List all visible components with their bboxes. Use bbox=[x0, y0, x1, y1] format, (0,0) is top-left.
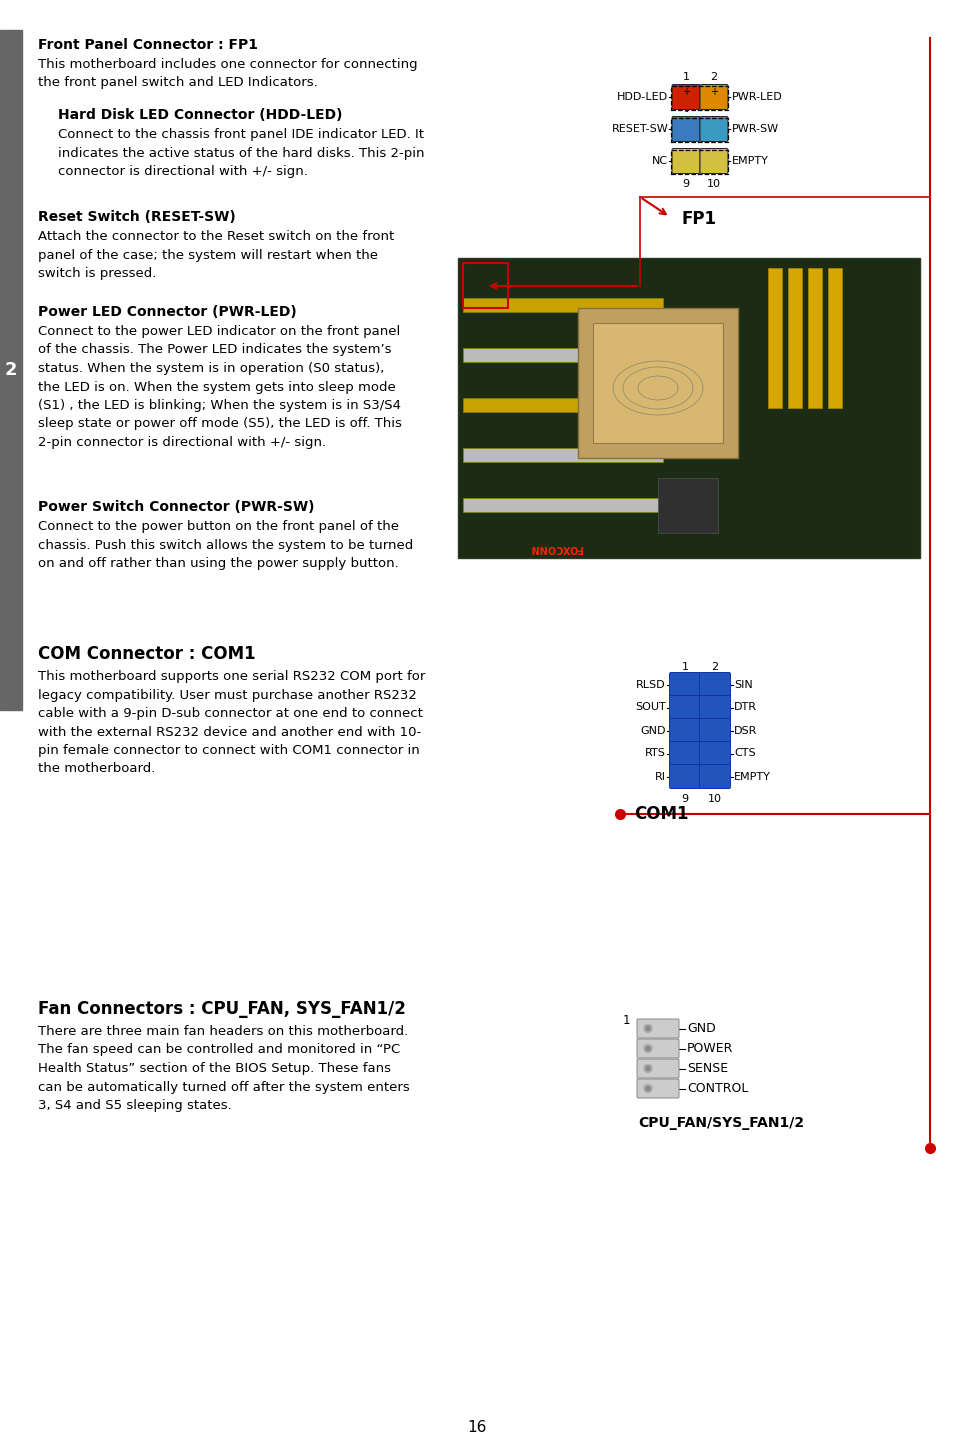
Text: Power Switch Connector (PWR-SW): Power Switch Connector (PWR-SW) bbox=[38, 499, 314, 514]
Text: HDD-LED: HDD-LED bbox=[617, 91, 668, 102]
Bar bbox=[462, 263, 507, 308]
Bar bbox=[0, 30, 22, 710]
Text: 10: 10 bbox=[706, 179, 720, 189]
FancyBboxPatch shape bbox=[669, 765, 700, 788]
FancyBboxPatch shape bbox=[699, 719, 730, 742]
Text: PWR-LED: PWR-LED bbox=[731, 91, 781, 102]
Text: 1: 1 bbox=[622, 1013, 629, 1027]
Text: 2: 2 bbox=[711, 662, 718, 672]
Text: PWR-SW: PWR-SW bbox=[731, 123, 778, 134]
Text: CTS: CTS bbox=[733, 748, 755, 758]
Text: SENSE: SENSE bbox=[686, 1061, 727, 1074]
FancyBboxPatch shape bbox=[637, 1059, 679, 1077]
Text: +: + bbox=[709, 87, 718, 97]
Bar bbox=[457, 258, 919, 558]
Text: 1: 1 bbox=[681, 73, 689, 81]
Text: There are three main fan headers on this motherboard.
The fan speed can be contr: There are three main fan headers on this… bbox=[38, 1025, 410, 1112]
Bar bbox=[462, 298, 662, 312]
Bar bbox=[827, 269, 841, 408]
FancyBboxPatch shape bbox=[699, 742, 730, 765]
Text: SIN: SIN bbox=[733, 680, 752, 690]
Text: Connect to the power button on the front panel of the
chassis. Push this switch : Connect to the power button on the front… bbox=[38, 520, 413, 571]
Text: DSR: DSR bbox=[733, 726, 757, 736]
Text: CPU_FAN/SYS_FAN1/2: CPU_FAN/SYS_FAN1/2 bbox=[638, 1117, 803, 1130]
Bar bbox=[462, 398, 662, 412]
Circle shape bbox=[645, 1067, 649, 1070]
Text: COM1: COM1 bbox=[634, 804, 688, 823]
Text: EMPTY: EMPTY bbox=[733, 771, 770, 781]
Text: This motherboard supports one serial RS232 COM port for
legacy compatibility. Us: This motherboard supports one serial RS2… bbox=[38, 669, 425, 775]
Text: CONTROL: CONTROL bbox=[686, 1082, 747, 1095]
Text: Connect to the power LED indicator on the front panel
of the chassis. The Power : Connect to the power LED indicator on th… bbox=[38, 325, 401, 449]
Circle shape bbox=[643, 1044, 651, 1053]
FancyBboxPatch shape bbox=[700, 148, 727, 173]
FancyBboxPatch shape bbox=[671, 148, 700, 173]
Bar bbox=[593, 322, 722, 443]
Text: Attach the connector to the Reset switch on the front
panel of the case; the sys: Attach the connector to the Reset switch… bbox=[38, 229, 394, 280]
Text: GND: GND bbox=[639, 726, 665, 736]
Text: EMPTY: EMPTY bbox=[731, 155, 767, 166]
Bar bbox=[787, 269, 801, 408]
Text: 2: 2 bbox=[710, 73, 717, 81]
Text: RTS: RTS bbox=[644, 748, 665, 758]
FancyBboxPatch shape bbox=[699, 765, 730, 788]
FancyBboxPatch shape bbox=[669, 672, 700, 697]
Text: 16: 16 bbox=[467, 1420, 486, 1435]
Circle shape bbox=[643, 1085, 651, 1092]
FancyBboxPatch shape bbox=[671, 84, 700, 109]
Text: Hard Disk LED Connector (HDD-LED): Hard Disk LED Connector (HDD-LED) bbox=[58, 107, 342, 122]
Bar bbox=[671, 86, 728, 110]
FancyBboxPatch shape bbox=[699, 696, 730, 720]
Circle shape bbox=[643, 1064, 651, 1073]
FancyBboxPatch shape bbox=[671, 116, 700, 141]
Text: +: + bbox=[681, 87, 689, 97]
Text: This motherboard includes one connector for connecting: This motherboard includes one connector … bbox=[38, 58, 417, 71]
Text: Front Panel Connector : FP1: Front Panel Connector : FP1 bbox=[38, 38, 257, 52]
Text: NC: NC bbox=[652, 155, 668, 166]
Text: RI: RI bbox=[655, 771, 665, 781]
Text: FOXCONN: FOXCONN bbox=[530, 543, 583, 553]
FancyBboxPatch shape bbox=[637, 1019, 679, 1038]
Circle shape bbox=[645, 1027, 649, 1031]
FancyBboxPatch shape bbox=[700, 116, 727, 141]
FancyBboxPatch shape bbox=[700, 84, 727, 109]
Bar bbox=[767, 269, 781, 408]
Text: DTR: DTR bbox=[733, 703, 757, 713]
Text: 9: 9 bbox=[680, 794, 688, 804]
FancyBboxPatch shape bbox=[637, 1079, 679, 1098]
Text: Fan Connectors : CPU_FAN, SYS_FAN1/2: Fan Connectors : CPU_FAN, SYS_FAN1/2 bbox=[38, 1000, 405, 1018]
Bar bbox=[578, 308, 738, 457]
FancyBboxPatch shape bbox=[669, 742, 700, 765]
Text: Reset Switch (RESET-SW): Reset Switch (RESET-SW) bbox=[38, 211, 235, 224]
Bar bbox=[462, 348, 662, 362]
Text: SOUT: SOUT bbox=[635, 703, 665, 713]
Bar bbox=[658, 478, 718, 533]
FancyBboxPatch shape bbox=[669, 696, 700, 720]
Text: RLSD: RLSD bbox=[636, 680, 665, 690]
Text: 10: 10 bbox=[707, 794, 721, 804]
Text: -: - bbox=[683, 106, 687, 116]
Text: Power LED Connector (PWR-LED): Power LED Connector (PWR-LED) bbox=[38, 305, 296, 319]
Bar bbox=[671, 118, 728, 142]
Text: GND: GND bbox=[686, 1022, 715, 1035]
Text: POWER: POWER bbox=[686, 1043, 733, 1056]
Circle shape bbox=[645, 1086, 649, 1090]
FancyBboxPatch shape bbox=[669, 719, 700, 742]
Circle shape bbox=[645, 1047, 649, 1050]
Text: the front panel switch and LED Indicators.: the front panel switch and LED Indicator… bbox=[38, 76, 317, 89]
Text: 1: 1 bbox=[680, 662, 688, 672]
Text: COM Connector : COM1: COM Connector : COM1 bbox=[38, 645, 255, 664]
Bar bbox=[671, 150, 728, 174]
Bar bbox=[462, 498, 662, 513]
Text: 9: 9 bbox=[681, 179, 689, 189]
Text: 2: 2 bbox=[5, 362, 17, 379]
Text: Connect to the chassis front panel IDE indicator LED. It
indicates the active st: Connect to the chassis front panel IDE i… bbox=[58, 128, 424, 179]
Text: FP1: FP1 bbox=[681, 211, 717, 228]
Bar bbox=[462, 449, 662, 462]
FancyBboxPatch shape bbox=[637, 1040, 679, 1059]
Bar bbox=[807, 269, 821, 408]
FancyBboxPatch shape bbox=[699, 672, 730, 697]
Circle shape bbox=[643, 1025, 651, 1032]
Text: RESET-SW: RESET-SW bbox=[611, 123, 668, 134]
